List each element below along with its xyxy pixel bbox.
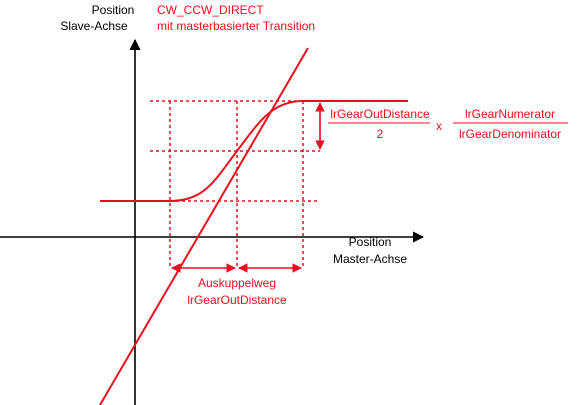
helper-lines [150, 100, 320, 268]
title-line2: mit masterbasierter Transition [157, 19, 315, 33]
title-line1: CW_CCW_DIRECT [157, 3, 264, 17]
x-axis-label-line2: Master-Achse [333, 252, 407, 266]
slave-curve [100, 100, 408, 202]
annotation-line2: lrGearOutDistance [187, 293, 287, 307]
annotation-line1: Auskuppelweg [198, 276, 276, 290]
formula-numerator-left: lrGearOutDistance [330, 107, 430, 121]
formula-operator: x [436, 119, 442, 133]
master-line [99, 47, 309, 405]
formula-denominator-left: 2 [377, 127, 384, 141]
formula-numerator-right: lrGearNumerator [465, 107, 555, 121]
y-axis-label-line1: Position [92, 3, 135, 17]
x-axis-label-line1: Position [349, 235, 392, 249]
y-axis-label-line2: Slave-Achse [60, 19, 128, 33]
formula: lrGearOutDistance 2 x lrGearNumerator lr… [328, 107, 568, 141]
axes [0, 38, 425, 405]
formula-denominator-right: lrGearDenominator [459, 127, 561, 141]
